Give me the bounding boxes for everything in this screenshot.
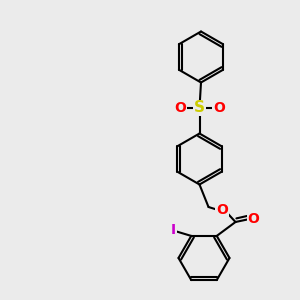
Text: O: O bbox=[213, 101, 225, 115]
Text: O: O bbox=[174, 101, 186, 115]
Text: O: O bbox=[248, 212, 260, 226]
Text: S: S bbox=[194, 100, 205, 116]
Text: O: O bbox=[216, 203, 228, 217]
Text: I: I bbox=[171, 223, 176, 237]
